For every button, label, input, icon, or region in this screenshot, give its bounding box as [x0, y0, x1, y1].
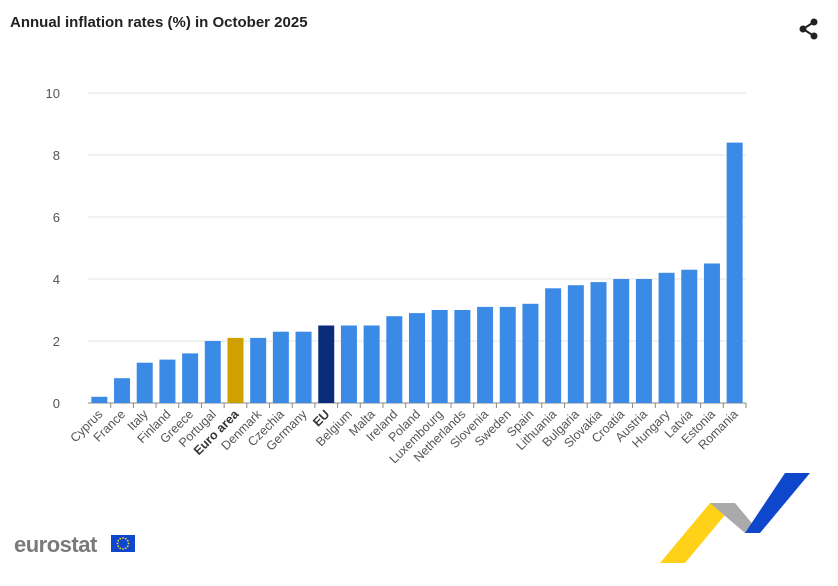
bar — [91, 396, 108, 403]
bar — [454, 310, 471, 403]
bar — [340, 325, 357, 403]
bar — [318, 325, 335, 403]
y-tick-label: 2 — [53, 334, 60, 349]
star — [127, 542, 130, 545]
bar — [681, 269, 698, 403]
star — [126, 545, 129, 548]
star — [116, 542, 119, 545]
star — [117, 539, 120, 542]
star — [122, 537, 124, 539]
bar — [136, 362, 153, 403]
bar — [159, 359, 176, 403]
bar — [613, 279, 630, 403]
bar — [386, 316, 403, 403]
bar — [658, 272, 675, 403]
bar — [635, 279, 652, 403]
bar — [499, 306, 516, 403]
y-tick-label: 8 — [53, 148, 60, 163]
y-tick-label: 10 — [46, 86, 60, 101]
bar — [204, 341, 221, 403]
bar — [590, 282, 607, 403]
share-icon[interactable] — [798, 18, 820, 45]
bar — [477, 306, 494, 403]
bar — [703, 263, 720, 403]
bar — [250, 337, 267, 403]
bar — [522, 303, 539, 403]
star — [126, 539, 129, 542]
bar — [431, 310, 448, 403]
eu-flag-icon — [111, 535, 135, 552]
bar — [726, 142, 743, 403]
bar — [272, 331, 289, 403]
star — [124, 547, 127, 550]
bar — [409, 313, 425, 403]
chart-title: Annual inflation rates (%) in October 20… — [10, 14, 308, 31]
star — [124, 537, 127, 540]
bar — [295, 331, 312, 403]
eurostat-logo: eurostat — [14, 532, 97, 557]
bar — [182, 353, 199, 403]
bar — [545, 288, 562, 403]
y-tick-label: 4 — [53, 272, 60, 287]
bar — [114, 378, 131, 403]
star — [119, 547, 122, 550]
star — [122, 548, 124, 550]
bar — [363, 325, 380, 403]
y-tick-label: 6 — [53, 210, 60, 225]
bar — [567, 285, 584, 403]
y-tick-label: 0 — [53, 396, 60, 411]
star — [119, 537, 122, 540]
decorative-chevron — [660, 473, 810, 563]
star — [117, 545, 120, 548]
bar — [227, 337, 244, 403]
